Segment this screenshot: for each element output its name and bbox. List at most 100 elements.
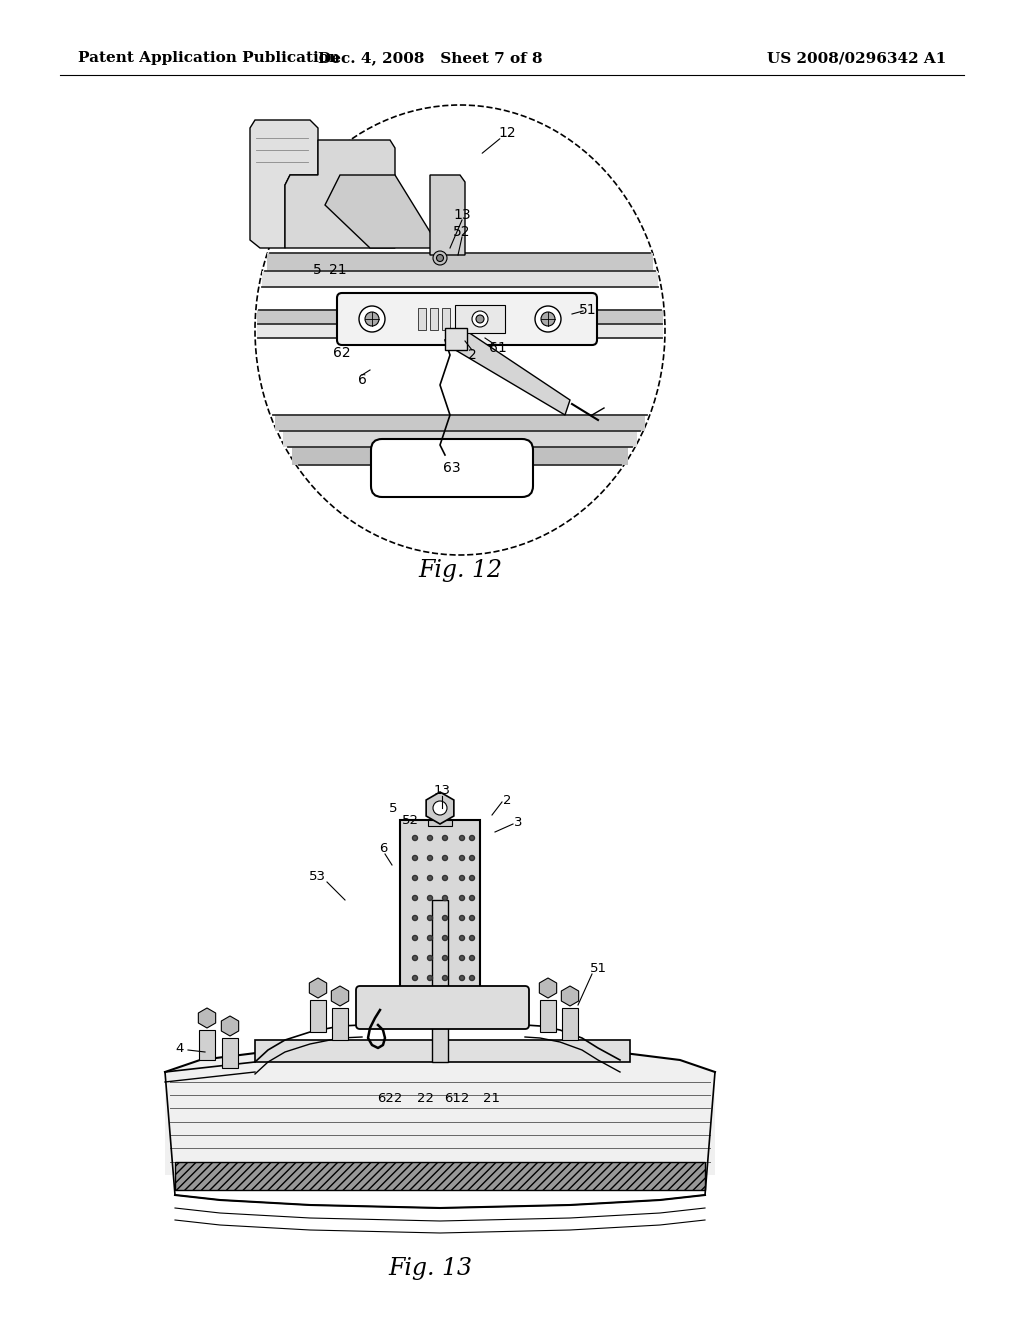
Text: 21: 21: [329, 263, 347, 277]
Text: 2: 2: [468, 348, 476, 362]
Circle shape: [469, 956, 474, 961]
Circle shape: [427, 855, 432, 861]
Text: 52: 52: [401, 813, 419, 826]
Text: 3: 3: [514, 816, 522, 829]
Polygon shape: [426, 792, 454, 824]
Circle shape: [460, 895, 465, 900]
Circle shape: [460, 975, 465, 981]
Bar: [442, 308, 450, 330]
Circle shape: [427, 936, 432, 940]
Circle shape: [442, 895, 447, 900]
Circle shape: [433, 251, 447, 265]
Polygon shape: [221, 1016, 239, 1036]
Bar: [199, 1030, 215, 1060]
Circle shape: [413, 836, 418, 841]
Bar: [445, 327, 467, 350]
Circle shape: [469, 916, 474, 920]
Circle shape: [427, 895, 432, 900]
Text: Dec. 4, 2008   Sheet 7 of 8: Dec. 4, 2008 Sheet 7 of 8: [317, 51, 543, 65]
Bar: [455, 305, 505, 333]
Circle shape: [413, 916, 418, 920]
Circle shape: [541, 312, 555, 326]
Circle shape: [460, 936, 465, 940]
Circle shape: [469, 855, 474, 861]
Polygon shape: [332, 986, 348, 1006]
Text: 61: 61: [489, 341, 507, 355]
Bar: [257, 323, 663, 338]
Text: 612: 612: [444, 1092, 470, 1105]
Circle shape: [442, 975, 447, 981]
Circle shape: [413, 855, 418, 861]
Bar: [418, 308, 426, 330]
Circle shape: [413, 975, 418, 981]
Text: 5: 5: [389, 801, 397, 814]
Polygon shape: [250, 120, 318, 248]
Bar: [255, 1040, 630, 1063]
Ellipse shape: [255, 106, 665, 554]
Polygon shape: [165, 1041, 715, 1175]
Circle shape: [460, 836, 465, 841]
Text: 53: 53: [308, 870, 326, 883]
Text: 52: 52: [454, 224, 471, 239]
Circle shape: [442, 836, 447, 841]
Text: 622: 622: [377, 1092, 402, 1105]
Text: 12: 12: [499, 125, 516, 140]
Polygon shape: [325, 176, 440, 248]
Text: Fig. 13: Fig. 13: [388, 1257, 472, 1279]
Circle shape: [460, 875, 465, 880]
Text: US 2008/0296342 A1: US 2008/0296342 A1: [767, 51, 946, 65]
Bar: [283, 432, 637, 447]
Circle shape: [469, 975, 474, 981]
Circle shape: [365, 312, 379, 326]
Bar: [257, 310, 663, 323]
Circle shape: [436, 255, 443, 261]
Circle shape: [413, 875, 418, 880]
Bar: [266, 253, 653, 271]
Circle shape: [427, 916, 432, 920]
FancyBboxPatch shape: [371, 440, 534, 498]
Circle shape: [442, 916, 447, 920]
FancyBboxPatch shape: [337, 293, 597, 345]
Circle shape: [427, 975, 432, 981]
Bar: [275, 414, 645, 432]
Text: 22: 22: [417, 1092, 433, 1105]
Bar: [432, 900, 449, 1063]
Circle shape: [476, 315, 484, 323]
Text: 62: 62: [333, 346, 351, 360]
Bar: [400, 820, 480, 1005]
Circle shape: [460, 956, 465, 961]
Circle shape: [433, 801, 447, 814]
Bar: [432, 900, 449, 1063]
Bar: [400, 820, 480, 1005]
Polygon shape: [452, 333, 570, 414]
Bar: [562, 1008, 578, 1040]
Polygon shape: [430, 176, 465, 255]
Circle shape: [359, 306, 385, 333]
Bar: [310, 1001, 326, 1032]
Text: 51: 51: [590, 961, 606, 974]
Polygon shape: [285, 140, 395, 248]
Text: 21: 21: [483, 1092, 501, 1105]
Circle shape: [413, 895, 418, 900]
Bar: [540, 1001, 556, 1032]
Text: 63: 63: [443, 461, 461, 475]
Circle shape: [469, 895, 474, 900]
Bar: [292, 447, 628, 465]
Bar: [428, 820, 452, 826]
Text: 13: 13: [433, 784, 451, 796]
Bar: [222, 1038, 238, 1068]
Text: 6: 6: [357, 374, 367, 387]
Circle shape: [442, 956, 447, 961]
Circle shape: [427, 956, 432, 961]
Circle shape: [460, 855, 465, 861]
Circle shape: [442, 875, 447, 880]
Polygon shape: [540, 978, 557, 998]
Circle shape: [427, 875, 432, 880]
Text: 4: 4: [176, 1041, 184, 1055]
Circle shape: [469, 875, 474, 880]
Bar: [175, 1162, 705, 1191]
Text: 13: 13: [454, 209, 471, 222]
Circle shape: [413, 936, 418, 940]
Polygon shape: [199, 1008, 216, 1028]
FancyBboxPatch shape: [356, 986, 529, 1030]
